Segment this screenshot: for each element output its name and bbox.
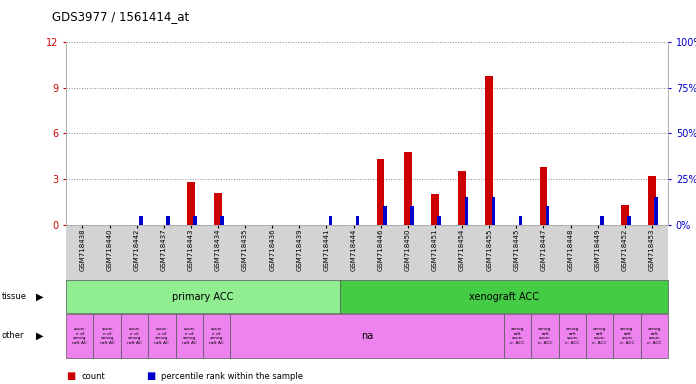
Text: xenog
raft
sourc
e: ACC: xenog raft sourc e: ACC [510,327,525,345]
Bar [437,215,441,225]
Text: sourc
e of
xenog
raft AC: sourc e of xenog raft AC [155,327,169,345]
Bar [485,76,493,225]
Text: other: other [1,331,24,340]
Bar [491,197,495,225]
Bar [621,205,628,225]
Bar [648,176,656,225]
Text: ▶: ▶ [36,291,44,302]
Text: percentile rank within the sample: percentile rank within the sample [161,372,303,381]
Bar [139,215,143,225]
Bar [166,215,170,225]
Bar [214,193,222,225]
Bar [519,215,522,225]
Bar [410,207,413,225]
Bar [187,182,195,225]
Bar [464,197,468,225]
Bar [458,171,466,225]
Bar [383,207,386,225]
Text: ■: ■ [146,371,155,381]
Text: sourc
e of
xenog
raft AC: sourc e of xenog raft AC [72,327,87,345]
Text: xenog
raft
sourc
e: ACC: xenog raft sourc e: ACC [538,327,552,345]
Text: sourc
e of
xenog
raft AC: sourc e of xenog raft AC [100,327,115,345]
Bar [356,215,359,225]
Bar [654,197,658,225]
Bar [627,215,631,225]
Bar [539,167,547,225]
Text: xenog
raft
sourc
e: ACC: xenog raft sourc e: ACC [592,327,607,345]
Text: primary ACC: primary ACC [172,291,234,302]
Bar [546,207,549,225]
Bar [221,215,224,225]
Text: xenog
raft
sourc
e: ACC: xenog raft sourc e: ACC [565,327,580,345]
Text: count: count [81,372,105,381]
Text: sourc
e of
xenog
raft AC: sourc e of xenog raft AC [127,327,142,345]
Text: ■: ■ [66,371,75,381]
Bar [404,152,411,225]
Text: xenog
raft
sourc
e: ACC: xenog raft sourc e: ACC [620,327,634,345]
Text: xenog
raft
sourc
e: ACC: xenog raft sourc e: ACC [647,327,662,345]
Text: sourc
e of
xenog
raft AC: sourc e of xenog raft AC [209,327,224,345]
Bar [329,215,333,225]
Bar [193,215,197,225]
Bar [600,215,603,225]
Text: ▶: ▶ [36,331,44,341]
Text: sourc
e of
xenog
raft AC: sourc e of xenog raft AC [182,327,197,345]
Text: na: na [361,331,373,341]
Bar [431,194,438,225]
Text: xenograft ACC: xenograft ACC [469,291,539,302]
Text: GDS3977 / 1561414_at: GDS3977 / 1561414_at [52,10,189,23]
Bar [377,159,384,225]
Text: tissue: tissue [1,292,26,301]
